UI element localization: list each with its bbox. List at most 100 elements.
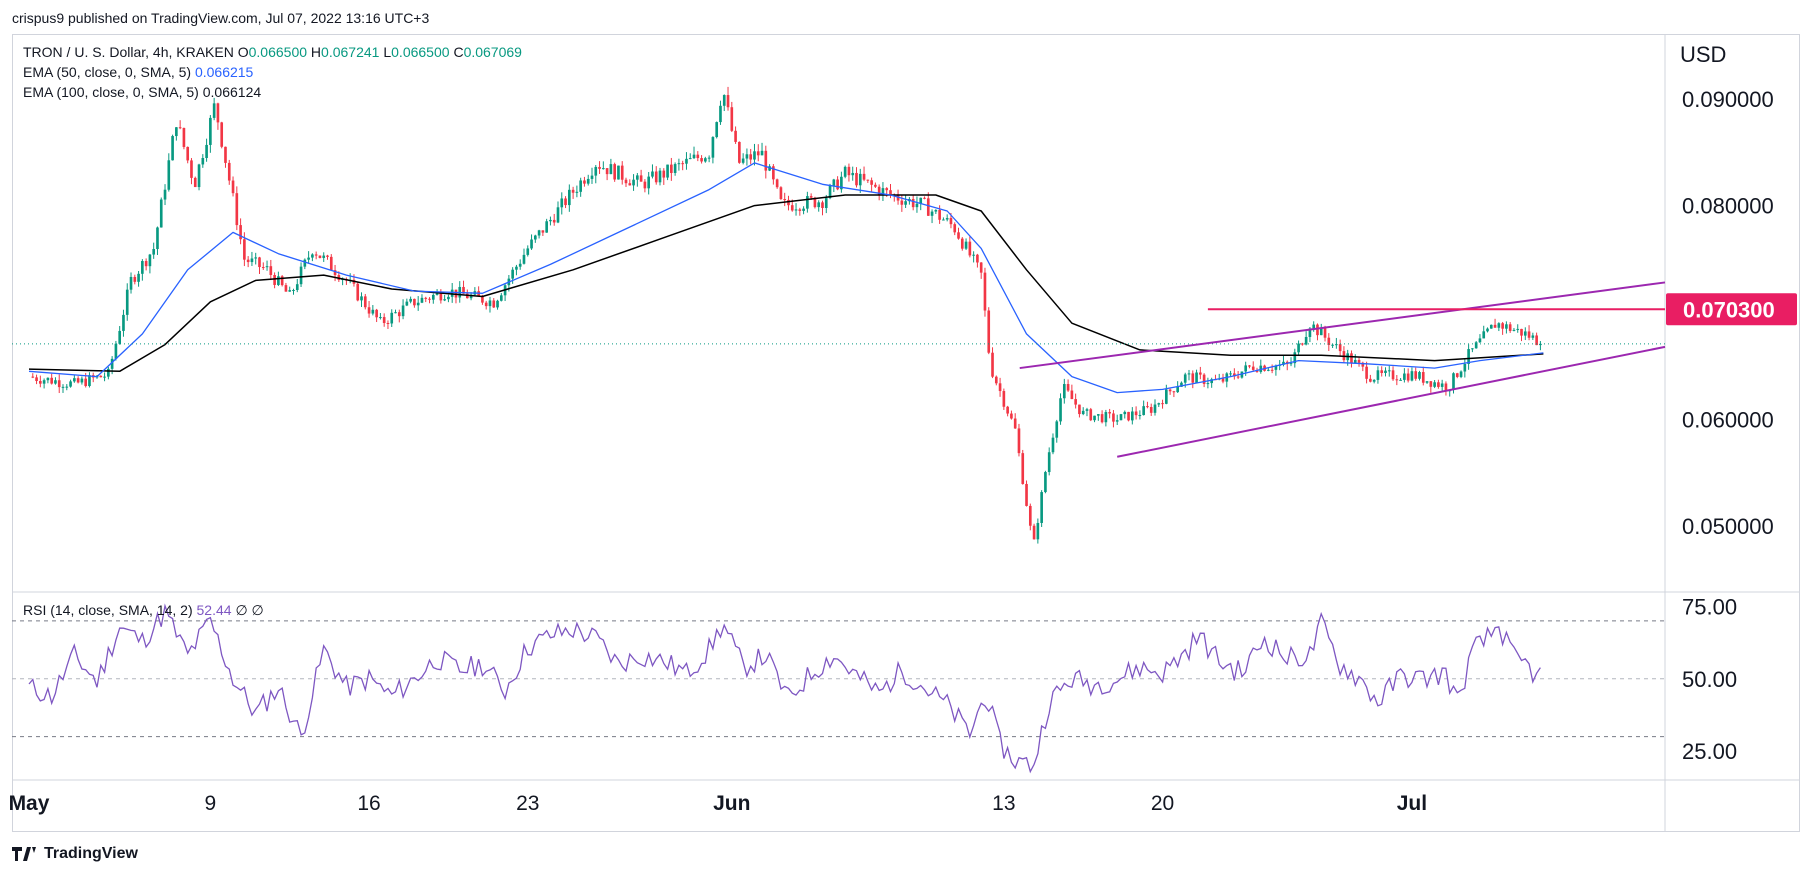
candle-body <box>828 185 832 199</box>
candle-body <box>775 179 779 188</box>
candle-body <box>1032 525 1036 540</box>
candle-body <box>813 197 817 208</box>
candle-body <box>571 189 575 193</box>
candle-body <box>284 285 288 292</box>
candle-body <box>877 186 881 196</box>
candle-body <box>122 314 125 331</box>
candle-body <box>133 276 137 282</box>
candle-body <box>1210 379 1213 384</box>
candle-body <box>1380 370 1384 374</box>
price-tag-label: 0.070300 <box>1683 297 1775 322</box>
candle-body <box>394 312 397 314</box>
candle-body <box>39 381 42 384</box>
candle-body <box>651 171 654 177</box>
candle-body <box>794 209 798 211</box>
candle-body <box>61 386 65 388</box>
candle-body <box>756 151 760 156</box>
candle-body <box>976 254 979 263</box>
candle-body <box>382 317 386 324</box>
candle-body <box>1085 409 1089 411</box>
candle-body <box>239 225 242 240</box>
candle-body <box>314 254 318 256</box>
candle-body <box>900 200 904 205</box>
candle-body <box>1312 324 1316 329</box>
candle-body <box>590 175 594 179</box>
candle-body <box>1493 324 1497 328</box>
candle-body <box>371 309 375 314</box>
candle-body <box>617 165 620 180</box>
candle-body <box>1331 344 1334 346</box>
candle-body <box>375 309 378 318</box>
legend-low-value: 0.066500 <box>391 44 450 60</box>
legend-open-label: O <box>237 44 249 60</box>
candle-body <box>209 117 212 145</box>
rsi-line <box>28 603 1541 774</box>
candle-body <box>885 188 889 191</box>
candle-body <box>1165 389 1168 404</box>
candle-body <box>760 150 764 156</box>
candle-body <box>636 175 639 180</box>
candle-body <box>496 300 499 308</box>
candle-body <box>654 171 658 183</box>
candle-body <box>779 187 783 200</box>
candle-body <box>1270 369 1274 371</box>
candle-body <box>1425 381 1429 383</box>
candle-body <box>1459 371 1463 377</box>
candle-body <box>246 259 250 263</box>
candle-body <box>1512 329 1516 331</box>
candle-body <box>1293 352 1297 364</box>
candle-body <box>1308 328 1312 337</box>
candle-body <box>930 211 934 216</box>
candle-body <box>69 381 72 387</box>
candle-body <box>685 158 688 164</box>
legend-close-value: 0.067069 <box>463 44 522 60</box>
candle-body <box>212 103 216 118</box>
rsi-tick-label: 75.00 <box>1682 594 1737 619</box>
candle-body <box>1327 337 1331 345</box>
candle-body <box>711 137 715 158</box>
candle-body <box>942 219 945 221</box>
candle-body <box>1433 382 1436 387</box>
candle-body <box>118 330 122 344</box>
candle-body <box>1251 366 1255 370</box>
candle-body <box>50 377 53 384</box>
candle-body <box>821 202 824 208</box>
candle-body <box>413 298 416 306</box>
candle-body <box>824 198 828 208</box>
candle-body <box>998 383 1002 392</box>
candle-body <box>945 218 949 220</box>
candle-body <box>159 199 163 228</box>
candle-body <box>923 197 926 199</box>
candle-body <box>972 254 975 256</box>
candle-body <box>379 317 382 319</box>
candle-body <box>677 163 681 165</box>
candle-body <box>1357 359 1361 363</box>
candle-body <box>983 272 987 311</box>
candle-body <box>1301 343 1304 345</box>
candle-body <box>632 179 635 186</box>
candle-body <box>1123 411 1127 415</box>
drawings-layer <box>12 281 1666 458</box>
candle-body <box>80 378 84 383</box>
candle-body <box>1040 492 1043 523</box>
candle-body <box>851 172 855 176</box>
candle-body <box>216 103 220 123</box>
candle-body <box>1410 371 1414 381</box>
candle-body <box>1376 370 1380 380</box>
candle-body <box>598 166 601 169</box>
price-axis-unit: USD <box>1680 42 1727 67</box>
candle-body <box>707 157 711 159</box>
candle-body <box>764 150 768 171</box>
candle-body <box>424 297 428 299</box>
candle-body <box>261 267 265 269</box>
candle-body <box>235 193 239 226</box>
candle-body <box>1429 381 1433 387</box>
candle-body <box>1319 328 1323 336</box>
candle-body <box>167 160 171 190</box>
candle-body <box>1183 374 1187 383</box>
candle-body <box>1066 384 1070 391</box>
candle-body <box>541 230 545 233</box>
candle-body <box>65 386 69 388</box>
candle-body <box>1070 390 1074 400</box>
